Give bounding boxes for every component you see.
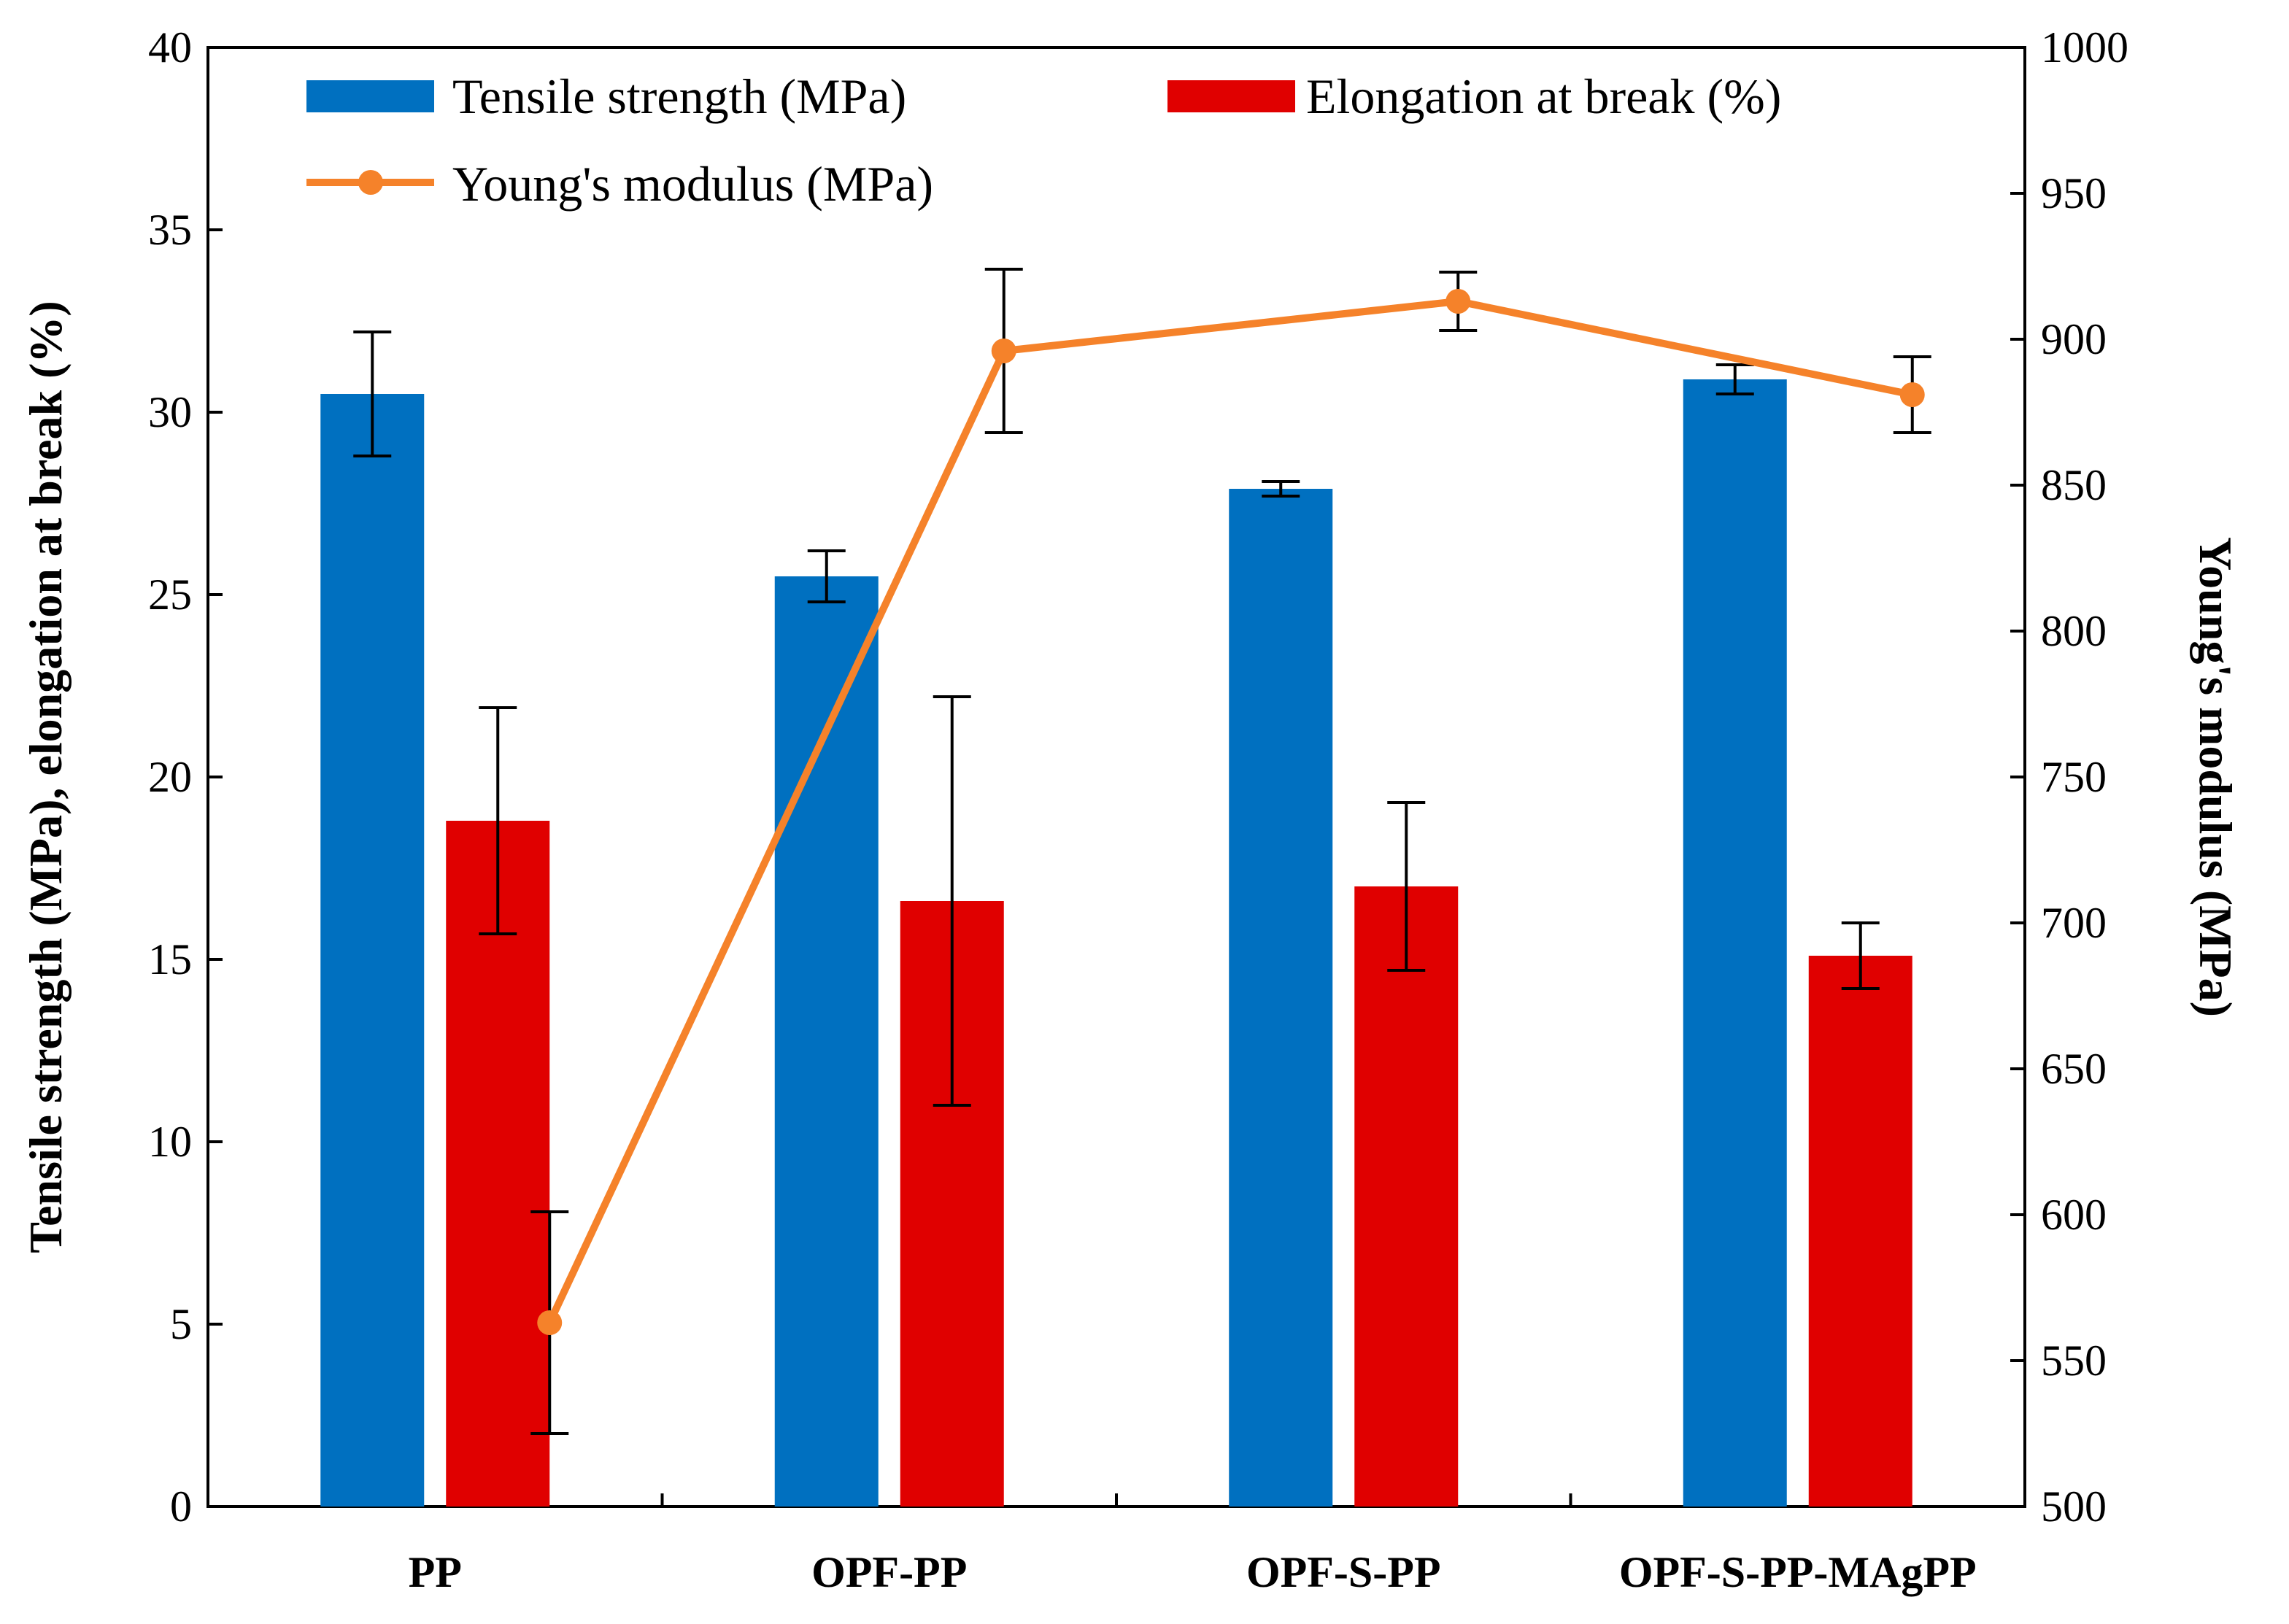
x-tick-label-opf-s-pp: OPF-S-PP <box>1246 1548 1441 1596</box>
marker-young-s-modulus-mpa-opf-pp <box>991 339 1016 363</box>
marker-young-s-modulus-mpa-pp <box>537 1310 563 1335</box>
y2-tick-label-650: 650 <box>2041 1045 2107 1093</box>
bar-elongation-at-break-opf-s-pp-magpp <box>1808 956 1912 1507</box>
error-bars-layer <box>353 268 1931 1435</box>
bars-layer <box>320 379 1912 1507</box>
y2-tick-label-850: 850 <box>2041 461 2107 509</box>
y2-tick-label-500: 500 <box>2041 1482 2107 1531</box>
y2-tick-label-1000: 1000 <box>2041 23 2128 71</box>
y2-tick-label-900: 900 <box>2041 315 2107 363</box>
bar-tensile-strength-mpa-opf-s-pp <box>1229 489 1333 1507</box>
legend-swatch-tensile-strength <box>306 80 434 112</box>
y2-axis-title: Young's modulus (MPa) <box>2190 537 2242 1017</box>
line-layer <box>537 289 1925 1335</box>
bar-tensile-strength-mpa-pp <box>320 394 425 1507</box>
y-tick-label-30: 30 <box>148 388 192 436</box>
x-tick-label-opf-pp: OPF-PP <box>811 1548 967 1596</box>
bar-tensile-strength-mpa-opf-s-pp-magpp <box>1683 379 1787 1507</box>
y-tick-label-35: 35 <box>148 206 192 254</box>
y2-tick-label-800: 800 <box>2041 607 2107 655</box>
bar-tensile-strength-mpa-opf-pp <box>774 576 879 1507</box>
y-tick-label-25: 25 <box>148 571 192 619</box>
legend-label-youngs-modulus: Young's modulus (MPa) <box>452 156 933 212</box>
y-axis-title: Tensile strength (MPa), elongation at br… <box>20 301 72 1253</box>
x-tick-label-pp: PP <box>409 1548 462 1596</box>
y-tick-label-15: 15 <box>148 935 192 983</box>
legend-swatch-elongation-at-break <box>1167 80 1295 112</box>
x-tick-label-opf-s-pp-magpp: OPF-S-PP-MAgPP <box>1619 1548 1977 1596</box>
y2-tick-label-950: 950 <box>2041 169 2107 217</box>
y-tick-label-10: 10 <box>148 1118 192 1166</box>
legend-swatch-youngs-modulus-marker <box>358 170 383 195</box>
y-tick-label-20: 20 <box>148 753 192 801</box>
marker-young-s-modulus-mpa-opf-s-pp-magpp <box>1899 382 1925 407</box>
legend-label-tensile-strength: Tensile strength (MPa) <box>452 69 906 124</box>
marker-young-s-modulus-mpa-opf-s-pp <box>1445 289 1471 314</box>
y2-tick-label-600: 600 <box>2041 1191 2107 1239</box>
y-tick-label-40: 40 <box>148 23 192 71</box>
y2-tick-label-700: 700 <box>2041 899 2107 947</box>
bar-elongation-at-break-opf-s-pp <box>1354 886 1459 1507</box>
y-tick-label-5: 5 <box>170 1300 192 1348</box>
line-young-s-modulus-mpa <box>546 298 1913 1325</box>
y2-tick-label-550: 550 <box>2041 1337 2107 1385</box>
y-tick-label-0: 0 <box>170 1482 192 1531</box>
legend: Tensile strength (MPa) Elongation at bre… <box>306 69 1781 212</box>
axes-layer: 0 5 10 15 20 25 30 35 40 500 550 600 650 700 750 800 850… <box>148 23 2128 1596</box>
y2-tick-label-750: 750 <box>2041 753 2107 801</box>
legend-label-elongation-at-break: Elongation at break (%) <box>1306 69 1781 124</box>
